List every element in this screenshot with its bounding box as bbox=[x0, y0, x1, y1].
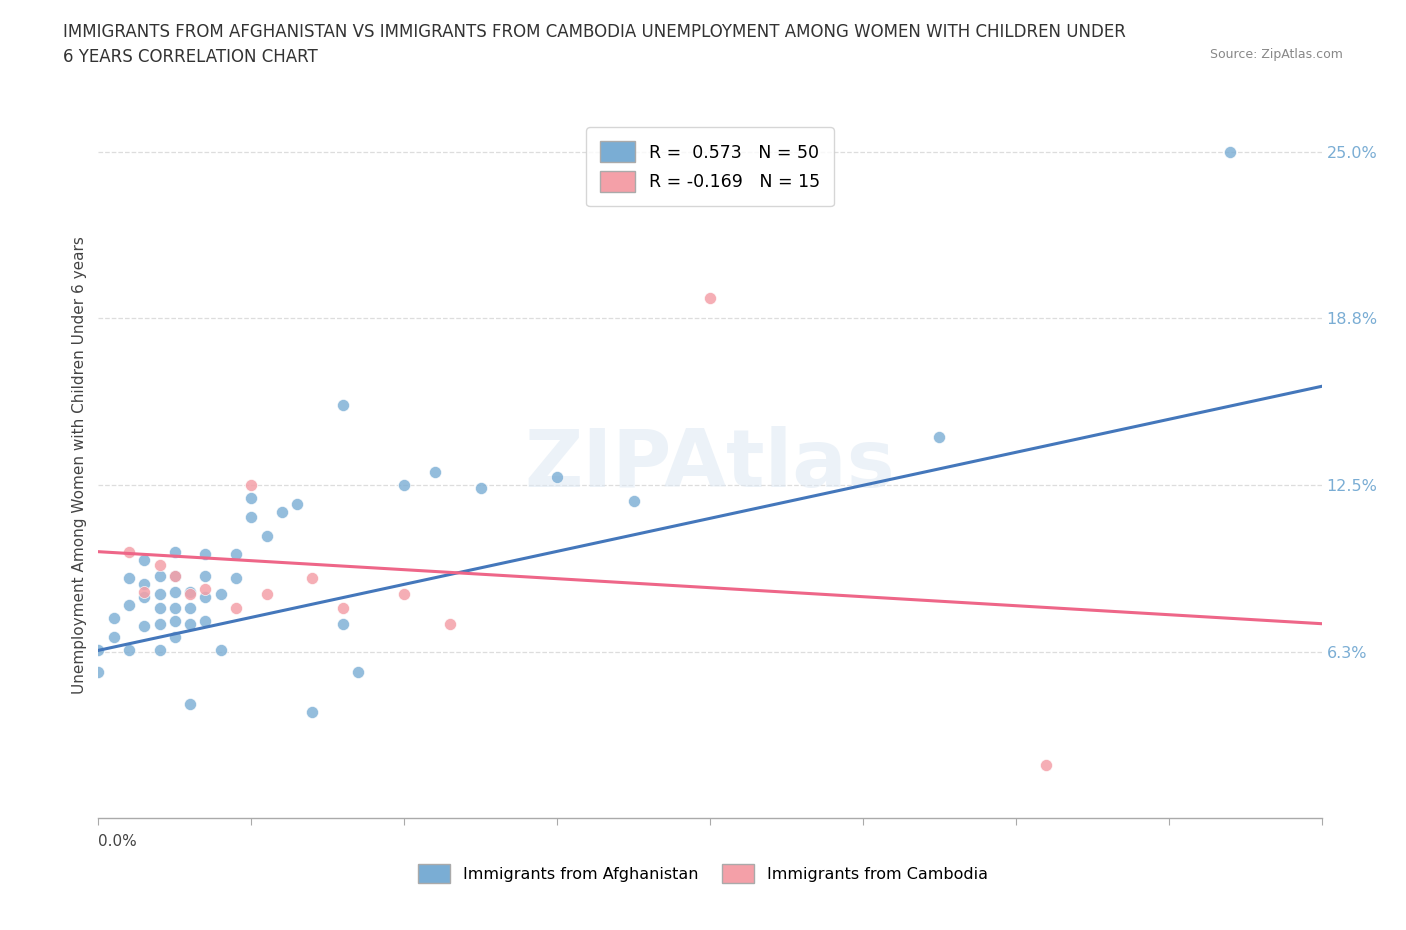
Point bbox=[179, 600, 201, 615]
Point bbox=[439, 617, 461, 631]
Point bbox=[163, 630, 186, 644]
Point bbox=[149, 617, 172, 631]
Point bbox=[332, 600, 354, 615]
Point bbox=[118, 544, 141, 559]
Point bbox=[1035, 758, 1057, 773]
Y-axis label: Unemployment Among Women with Children Under 6 years: Unemployment Among Women with Children U… bbox=[72, 236, 87, 694]
Point bbox=[285, 497, 308, 512]
Point bbox=[163, 614, 186, 629]
Point bbox=[240, 478, 263, 493]
Point bbox=[103, 611, 125, 626]
Point bbox=[194, 547, 217, 562]
Point bbox=[1219, 144, 1241, 159]
Point bbox=[163, 544, 186, 559]
Point bbox=[225, 600, 247, 615]
Point bbox=[149, 600, 172, 615]
Point bbox=[194, 568, 217, 583]
Point bbox=[163, 568, 186, 583]
Point bbox=[699, 291, 721, 306]
Text: 6 YEARS CORRELATION CHART: 6 YEARS CORRELATION CHART bbox=[63, 48, 318, 66]
Point bbox=[134, 619, 156, 634]
Point bbox=[149, 568, 172, 583]
Point bbox=[209, 587, 232, 602]
Point bbox=[225, 571, 247, 586]
Point bbox=[470, 480, 492, 495]
Point bbox=[118, 643, 141, 658]
Point bbox=[163, 568, 186, 583]
Point bbox=[928, 430, 950, 445]
Point bbox=[270, 504, 294, 519]
Point bbox=[87, 643, 110, 658]
Point bbox=[179, 617, 201, 631]
Point bbox=[163, 584, 186, 599]
Point bbox=[179, 587, 201, 602]
Point bbox=[179, 697, 201, 711]
Point bbox=[163, 600, 186, 615]
Point bbox=[392, 478, 416, 493]
Text: 0.0%: 0.0% bbox=[98, 834, 138, 849]
Point bbox=[194, 590, 217, 604]
Point bbox=[423, 464, 446, 479]
Point bbox=[194, 614, 217, 629]
Point bbox=[134, 577, 156, 591]
Legend: Immigrants from Afghanistan, Immigrants from Cambodia: Immigrants from Afghanistan, Immigrants … bbox=[412, 857, 994, 889]
Point bbox=[149, 587, 172, 602]
Point bbox=[301, 704, 323, 719]
Point bbox=[149, 643, 172, 658]
Point bbox=[134, 552, 156, 567]
Point bbox=[240, 510, 263, 525]
Point bbox=[256, 528, 278, 543]
Point bbox=[623, 494, 645, 509]
Text: Source: ZipAtlas.com: Source: ZipAtlas.com bbox=[1209, 48, 1343, 61]
Point bbox=[256, 587, 278, 602]
Text: ZIPAtlas: ZIPAtlas bbox=[524, 426, 896, 504]
Point bbox=[118, 598, 141, 613]
Point bbox=[546, 470, 568, 485]
Point bbox=[179, 584, 201, 599]
Point bbox=[209, 643, 232, 658]
Point bbox=[332, 397, 354, 412]
Point bbox=[149, 558, 172, 573]
Point bbox=[301, 571, 323, 586]
Legend: R =  0.573   N = 50, R = -0.169   N = 15: R = 0.573 N = 50, R = -0.169 N = 15 bbox=[586, 127, 834, 206]
Point bbox=[134, 590, 156, 604]
Point bbox=[87, 664, 110, 679]
Point bbox=[225, 547, 247, 562]
Point bbox=[240, 491, 263, 506]
Point bbox=[347, 664, 370, 679]
Point bbox=[134, 584, 156, 599]
Point bbox=[118, 571, 141, 586]
Text: IMMIGRANTS FROM AFGHANISTAN VS IMMIGRANTS FROM CAMBODIA UNEMPLOYMENT AMONG WOMEN: IMMIGRANTS FROM AFGHANISTAN VS IMMIGRANT… bbox=[63, 23, 1126, 41]
Point bbox=[194, 581, 217, 596]
Point bbox=[392, 587, 416, 602]
Point bbox=[103, 630, 125, 644]
Point bbox=[332, 617, 354, 631]
